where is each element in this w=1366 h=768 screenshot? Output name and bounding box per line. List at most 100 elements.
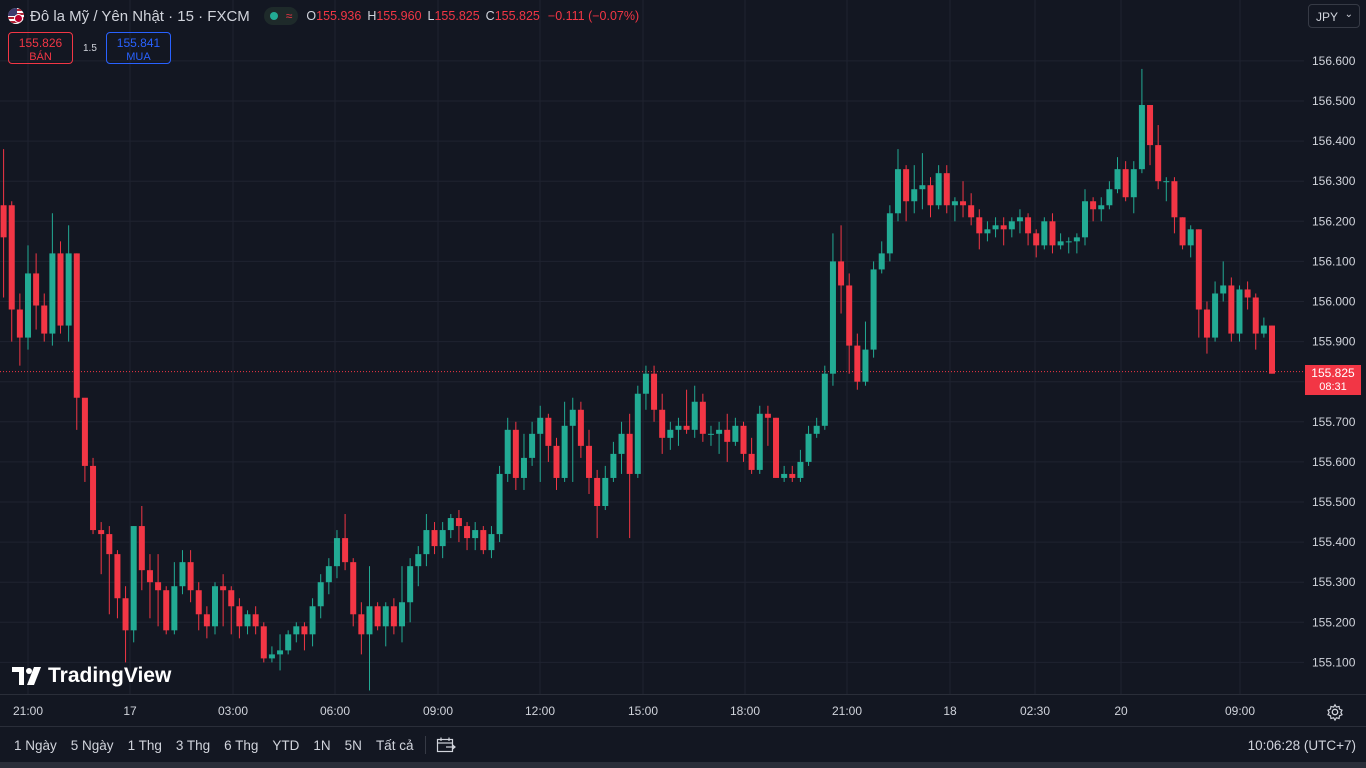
candle (57, 241, 64, 334)
candle (1098, 197, 1105, 222)
candle-body (862, 349, 869, 382)
candle (870, 261, 877, 358)
candle (577, 401, 584, 458)
time-tick-label: 18:00 (730, 704, 760, 718)
candle-body (24, 273, 31, 338)
range-1y-button[interactable]: 1N (313, 737, 331, 753)
candle-body (870, 269, 877, 350)
candle-body (65, 253, 72, 326)
sell-price: 155.826 (18, 36, 63, 50)
candle-body (764, 413, 771, 418)
range-all-button[interactable]: Tất cả (375, 737, 414, 753)
candle (447, 514, 454, 539)
time-axis: 21:00 17 03:00 06:00 09:00 12:00 15:00 18:00 21:… (0, 694, 1366, 727)
candle (1122, 161, 1129, 202)
range-3m-button[interactable]: 3 Thg (175, 737, 211, 753)
candle-body (1114, 169, 1121, 190)
candle-body (464, 526, 471, 539)
candle (707, 425, 714, 446)
range-1m-button[interactable]: 1 Thg (127, 737, 162, 753)
candle (634, 385, 641, 478)
symbol-title[interactable]: Đô la Mỹ / Yên Nhật · 15 · FXCM (30, 7, 250, 25)
range-ytd-button[interactable]: YTD (272, 737, 300, 753)
candle (1106, 181, 1113, 210)
candle-body (553, 445, 560, 478)
candle (285, 630, 292, 655)
candle-body (1155, 145, 1162, 182)
close-value: 155.825 (494, 9, 540, 23)
settings-gear-icon[interactable] (1326, 703, 1344, 721)
candle-body (707, 433, 714, 435)
candle-body (699, 401, 706, 434)
candle-body (130, 526, 137, 631)
candle-body (317, 582, 324, 607)
candle (325, 558, 332, 595)
candle-body (138, 526, 145, 571)
sell-button[interactable]: 155.826 BÁN (8, 32, 73, 64)
change-value: −0.111 (−0.07%) (547, 9, 640, 23)
candle (642, 365, 649, 410)
candle (537, 405, 544, 482)
candle (951, 197, 958, 222)
currency-select[interactable]: JPY ⌄ (1308, 4, 1360, 28)
candle (512, 421, 519, 490)
candle-body (81, 397, 88, 466)
candle (1008, 217, 1015, 238)
candle-body (1130, 169, 1137, 198)
candle (431, 522, 438, 555)
candle-body (146, 570, 153, 583)
candle (187, 550, 194, 603)
range-5y-button[interactable]: 5N (344, 737, 362, 753)
candle-body (1000, 225, 1007, 230)
candle (41, 293, 48, 342)
candle-body (57, 253, 64, 326)
tradingview-logo[interactable]: TradingView (12, 664, 171, 688)
candle (797, 449, 804, 482)
candle (1195, 229, 1202, 338)
candle-body (740, 425, 747, 454)
approx-icon: ≈ (285, 9, 293, 23)
candle (626, 413, 633, 539)
candle-body (333, 538, 340, 567)
candle-body (1073, 237, 1080, 242)
candle (317, 574, 324, 619)
candle-body (1090, 201, 1097, 210)
price-tick-label: 155.600 (1312, 455, 1356, 469)
candle (968, 193, 975, 226)
candle (1163, 177, 1170, 202)
candle (155, 554, 162, 627)
range-1d-button[interactable]: 1 Ngày (14, 737, 57, 753)
market-status[interactable]: ≈ (263, 7, 299, 25)
candle (342, 514, 349, 571)
candle-body (569, 409, 576, 426)
goto-date-icon[interactable] (436, 737, 457, 753)
buy-button[interactable]: 155.841 MUA (106, 32, 171, 64)
candle-body (854, 345, 861, 382)
candle-body (724, 429, 731, 442)
candle-body (1260, 325, 1267, 334)
candle (358, 602, 365, 655)
candle-body (935, 173, 942, 206)
clock-timezone[interactable]: 10:06:28 (UTC+7) (1247, 738, 1356, 753)
candle (683, 389, 690, 434)
candle (927, 177, 934, 218)
candle (81, 397, 88, 482)
time-tick-label: 18 (943, 704, 957, 718)
candle-body (610, 453, 617, 478)
range-6m-button[interactable]: 6 Thg (224, 737, 259, 753)
candle (1155, 125, 1162, 190)
candle (1130, 161, 1137, 214)
candle-body (488, 534, 495, 551)
candle-body (155, 582, 162, 591)
candle-body (106, 534, 113, 555)
candle (520, 433, 527, 490)
candle-body (911, 189, 918, 202)
candle (1252, 293, 1259, 350)
candle-body (1122, 169, 1129, 198)
candle-body (520, 457, 527, 478)
candle-body (1016, 217, 1023, 222)
candle (1228, 277, 1235, 342)
range-5d-button[interactable]: 5 Ngày (70, 737, 114, 753)
candle-body (773, 417, 780, 478)
